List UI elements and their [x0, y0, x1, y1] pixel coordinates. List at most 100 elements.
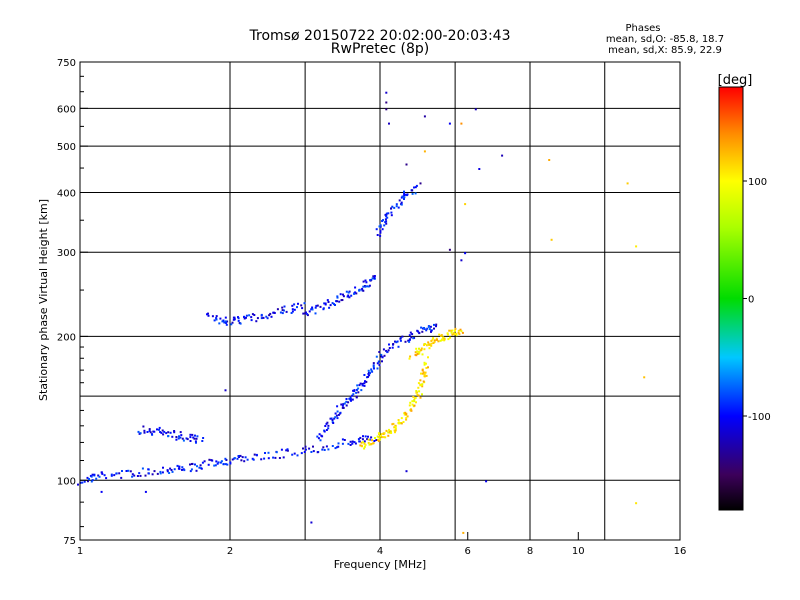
data-point	[314, 306, 317, 309]
data-point	[420, 349, 423, 351]
data-point	[418, 332, 421, 335]
data-point	[131, 473, 134, 476]
data-point	[223, 321, 226, 324]
data-point	[296, 306, 298, 309]
data-point	[635, 502, 638, 505]
data-point	[460, 330, 463, 333]
data-point	[412, 337, 415, 340]
data-point	[358, 440, 361, 443]
data-point	[239, 454, 242, 457]
data-point	[423, 373, 426, 376]
data-point	[225, 459, 228, 461]
data-point	[333, 417, 336, 420]
data-point	[401, 335, 404, 338]
data-point	[236, 457, 239, 460]
data-point	[323, 302, 326, 305]
data-point	[413, 399, 416, 401]
data-point	[303, 302, 306, 305]
data-point	[400, 422, 403, 425]
data-point	[411, 400, 414, 403]
data-point	[159, 470, 162, 473]
data-point	[169, 467, 172, 470]
data-point	[385, 101, 388, 104]
data-point	[121, 470, 123, 472]
data-point	[341, 404, 344, 407]
data-point	[427, 341, 430, 344]
data-point	[386, 351, 389, 354]
data-point	[381, 228, 384, 231]
data-point	[364, 380, 366, 383]
colorbar-tick-label: -100	[748, 412, 771, 423]
data-point	[413, 404, 416, 407]
data-point	[194, 440, 197, 443]
data-point	[100, 490, 103, 493]
data-point	[415, 390, 418, 392]
data-point	[422, 380, 425, 383]
data-point	[142, 425, 145, 428]
data-point	[166, 470, 169, 473]
data-point	[393, 429, 396, 432]
data-point	[177, 437, 180, 440]
data-point	[393, 426, 396, 429]
data-point	[408, 404, 411, 407]
data-point	[317, 437, 320, 440]
data-point	[253, 453, 256, 456]
data-point	[357, 391, 360, 394]
data-point	[199, 464, 202, 467]
data-point	[345, 404, 348, 407]
data-point	[304, 312, 306, 315]
data-point	[243, 460, 246, 463]
data-point	[395, 203, 398, 206]
data-point	[260, 317, 263, 320]
data-point	[275, 451, 278, 454]
data-point	[139, 474, 142, 477]
data-point	[211, 315, 214, 318]
data-point	[222, 463, 225, 466]
data-point	[169, 431, 172, 434]
data-point	[316, 451, 319, 454]
data-point	[225, 321, 227, 324]
data-point	[237, 319, 240, 322]
data-point	[260, 458, 263, 461]
data-point	[385, 212, 388, 215]
data-point	[356, 384, 359, 387]
data-point	[436, 338, 438, 341]
data-point	[93, 473, 96, 476]
data-point	[159, 431, 162, 433]
data-point	[181, 468, 183, 471]
chart-title: Tromsø 20150722 20:02:00-20:03:43	[249, 28, 511, 44]
data-point	[342, 295, 345, 298]
data-point	[420, 372, 422, 375]
data-point	[399, 339, 402, 342]
data-point	[324, 425, 327, 427]
data-point	[237, 316, 239, 319]
x-tick-label: 8	[527, 546, 533, 557]
data-point	[423, 375, 426, 378]
data-point	[237, 317, 240, 320]
data-point	[405, 163, 408, 166]
y-tick-label: 100	[57, 476, 76, 487]
data-point	[411, 192, 414, 195]
data-point	[311, 308, 314, 311]
data-point	[239, 322, 242, 325]
x-tick-label: 2	[227, 546, 233, 557]
data-point	[390, 432, 393, 434]
data-point	[377, 360, 380, 363]
data-point	[231, 458, 234, 461]
data-point	[394, 427, 397, 430]
data-point	[392, 343, 395, 345]
data-point	[457, 331, 460, 334]
data-point	[105, 477, 108, 480]
data-point	[387, 212, 390, 215]
data-point	[415, 354, 418, 357]
data-point	[478, 168, 481, 170]
data-point	[162, 466, 164, 469]
data-point	[215, 315, 218, 318]
data-point	[245, 316, 247, 319]
data-point	[189, 436, 192, 439]
data-point	[448, 248, 451, 251]
data-point	[202, 437, 205, 439]
data-point	[293, 303, 296, 306]
data-point	[219, 461, 222, 464]
data-point	[423, 150, 426, 153]
